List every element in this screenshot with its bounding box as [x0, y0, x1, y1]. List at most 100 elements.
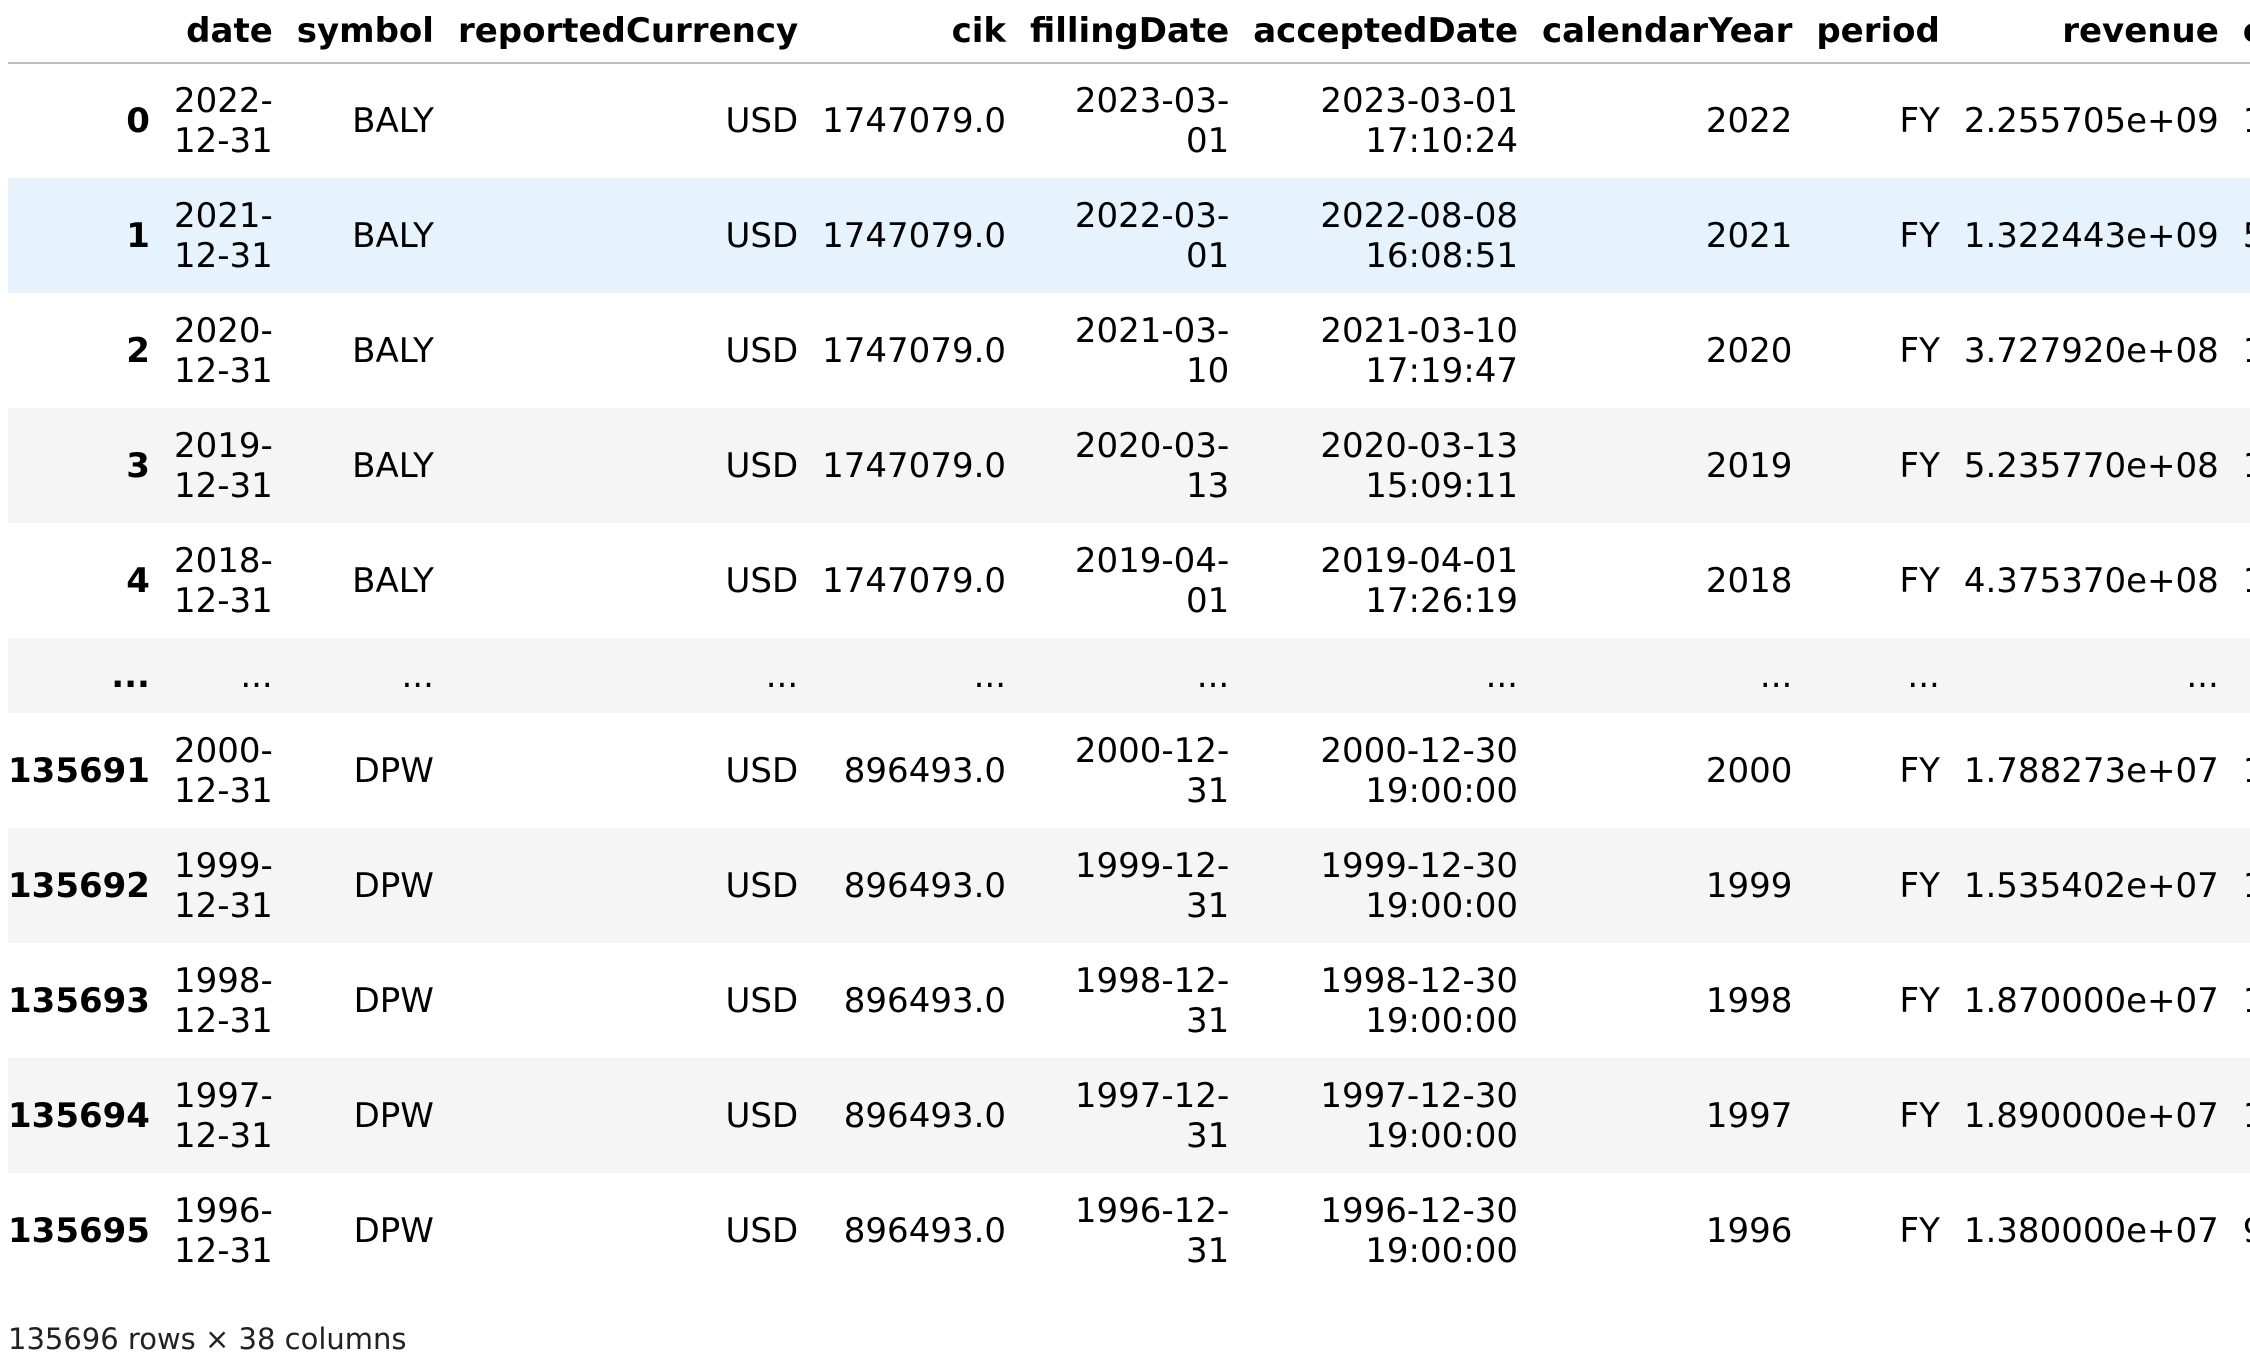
- cell-fillingdate: 1999-12- 31: [1074, 845, 1230, 926]
- cell-revenue: 1.788273e+07: [1963, 750, 2219, 791]
- cell-date: ...: [240, 655, 273, 696]
- cell-symbol: BALY: [352, 445, 434, 486]
- row-index: 2: [126, 330, 150, 371]
- cell-symbol: BALY: [352, 330, 434, 371]
- cell-costofr: 1.27475: [2243, 713, 2250, 828]
- cell-date: 1997- 12-31: [173, 1075, 273, 1156]
- cell-cik: 896493.0: [843, 1095, 1007, 1136]
- table-row[interactable]: 0 2022- 12-31 BALY USD 1747079.0 2023-03- 01 2…: [8, 63, 2250, 178]
- column-header-reportedcurrency: reportedCurrency: [457, 0, 823, 64]
- table-body: 0 2022- 12-31 BALY USD 1747079.0 2023-03- 01 2…: [8, 63, 2250, 1288]
- cell-fillingdate: 1998-12- 31: [1074, 960, 1230, 1041]
- cell-symbol: BALY: [352, 101, 434, 141]
- table-row[interactable]: 1 2021- 12-31 BALY USD 1747079.0 2022-03- 01 2…: [8, 178, 2250, 293]
- cell-accepteddate: 2022-08-08 16:08:51: [1320, 195, 1518, 276]
- cell-costofrevenue-text: 1.44000: [2243, 981, 2250, 1021]
- cell-accepteddate: 1998-12-30 19:00:00: [1320, 960, 1518, 1041]
- cell-calendaryear: 2021: [1705, 215, 1793, 256]
- cell-date: 2022- 12-31: [173, 81, 273, 161]
- cell-fillingdate: 2023-03- 01: [1074, 81, 1230, 161]
- cell-reportedcurrency: USD: [725, 445, 799, 486]
- cell-costofrevenue-text: 1.07765: [2243, 866, 2250, 906]
- row-index: 3: [126, 445, 150, 486]
- cell-fillingdate: 2000-12- 31: [1074, 730, 1230, 811]
- table-row[interactable]: 135691 2000- 12-31 DPW USD 896493.0 2000-12- …: [8, 713, 2250, 828]
- cell-period: FY: [1899, 1095, 1940, 1136]
- cell-symbol: DPW: [353, 750, 434, 791]
- cell-symbol: DPW: [353, 1095, 434, 1136]
- cell-accepteddate: 1999-12-30 19:00:00: [1320, 845, 1518, 926]
- cell-reportedcurrency: USD: [725, 980, 799, 1021]
- cell-cik: 896493.0: [843, 750, 1007, 791]
- cell-period: ...: [1907, 655, 1940, 696]
- cell-fillingdate: 2021-03- 10: [1074, 310, 1230, 391]
- cell-calendaryear: 1999: [1705, 865, 1793, 906]
- header-row: date symbol reportedCurrency cik filling…: [8, 0, 2250, 64]
- cell-costofr: 1.38000: [2243, 1058, 2250, 1173]
- column-header-accepteddate: acceptedDate: [1253, 0, 1542, 64]
- cell-costofrevenue-text: 1.00923: [2243, 101, 2250, 141]
- cell-calendaryear: 2000: [1705, 750, 1793, 791]
- cell-date: 2020- 12-31: [173, 310, 273, 391]
- row-index: 135694: [8, 1095, 150, 1136]
- cell-reportedcurrency: USD: [725, 330, 799, 371]
- column-header-revenue: revenue: [1963, 0, 2243, 64]
- cell-date: 2021- 12-31: [173, 195, 273, 276]
- cell-calendaryear: 2020: [1705, 330, 1793, 371]
- ellipsis-row[interactable]: ..............................: [8, 638, 2250, 713]
- row-index: 135695: [8, 1210, 150, 1251]
- table-row[interactable]: 135693 1998- 12-31 DPW USD 896493.0 1998-12- …: [8, 943, 2250, 1058]
- cell-calendaryear: ...: [1759, 655, 1793, 696]
- table-row[interactable]: 135695 1996- 12-31 DPW USD 896493.0 1996-12- …: [8, 1173, 2250, 1288]
- cell-symbol: ...: [401, 655, 434, 696]
- cell-revenue: ...: [2186, 655, 2219, 696]
- cell-calendaryear: 1998: [1705, 980, 1793, 1021]
- cell-costofrevenue-text: 1.38000: [2243, 1096, 2250, 1136]
- column-header-calendaryear: calendarYear: [1542, 0, 1817, 64]
- cell-date: 1996- 12-31: [173, 1190, 273, 1271]
- row-index: 135693: [8, 980, 150, 1021]
- column-header-costofrevenue: costOfR: [2242, 0, 2250, 64]
- cell-costofr: 5.35079: [2243, 178, 2250, 293]
- cell-revenue: 1.870000e+07: [1963, 980, 2219, 1021]
- cell-period: FY: [1899, 980, 1940, 1021]
- column-header-symbol: symbol: [296, 0, 458, 64]
- cell-cik: 896493.0: [843, 865, 1007, 906]
- dataframe-shape-summary: 135696 rows × 38 columns: [8, 1322, 407, 1356]
- table-row[interactable]: 2 2020- 12-31 BALY USD 1747079.0 2021-03- 10 2…: [8, 293, 2250, 408]
- table-row[interactable]: 3 2019- 12-31 BALY USD 1747079.0 2020-03- 13 2…: [8, 408, 2250, 523]
- column-header-date: date: [173, 0, 297, 64]
- cell-fillingdate: ...: [1196, 655, 1230, 696]
- column-header-period: period: [1816, 0, 1964, 64]
- cell-revenue: 1.890000e+07: [1963, 1095, 2219, 1136]
- cell-costofr: 1.00923: [2243, 63, 2250, 178]
- cell-revenue: 3.727920e+08: [1963, 330, 2219, 371]
- cell-date: 2019- 12-31: [173, 425, 273, 506]
- cell-revenue: 1.322443e+09: [1963, 215, 2219, 256]
- cell-period: FY: [1899, 750, 1940, 791]
- table-row[interactable]: 4 2018- 12-31 BALY USD 1747079.0 2019-04- 01 2…: [8, 523, 2250, 638]
- cell-costofrevenue-text: 9.80000: [2243, 1211, 2250, 1251]
- index-header: [8, 0, 174, 64]
- row-index: 4: [126, 560, 150, 601]
- row-index: 0: [126, 101, 150, 141]
- column-header-fillingdate: fillingDate: [1030, 0, 1254, 64]
- cell-date: 1998- 12-31: [173, 960, 273, 1041]
- cell-costofr: 1.07765: [2243, 828, 2250, 943]
- row-index: 135692: [8, 865, 150, 906]
- column-header-costofrevenue-text: costOfR: [2243, 11, 2250, 51]
- cell-symbol: BALY: [352, 215, 434, 256]
- cell-reportedcurrency: USD: [725, 865, 799, 906]
- cell-cik: 1747079.0: [822, 560, 1007, 601]
- cell-reportedcurrency: USD: [725, 1210, 799, 1251]
- row-index: 135691: [8, 750, 150, 791]
- table-row[interactable]: 135692 1999- 12-31 DPW USD 896493.0 1999-12- …: [8, 828, 2250, 943]
- column-header-cik: cik: [822, 0, 1031, 64]
- cell-revenue: 1.380000e+07: [1963, 1210, 2219, 1251]
- cell-period: FY: [1899, 215, 1940, 256]
- cell-fillingdate: 2020-03- 13: [1074, 425, 1230, 506]
- table-row[interactable]: 135694 1997- 12-31 DPW USD 896493.0 1997-12- …: [8, 1058, 2250, 1173]
- cell-costofrevenue-text: 5.35079: [2243, 216, 2250, 256]
- cell-revenue: 5.235770e+08: [1963, 445, 2219, 486]
- cell-period: FY: [1899, 445, 1940, 486]
